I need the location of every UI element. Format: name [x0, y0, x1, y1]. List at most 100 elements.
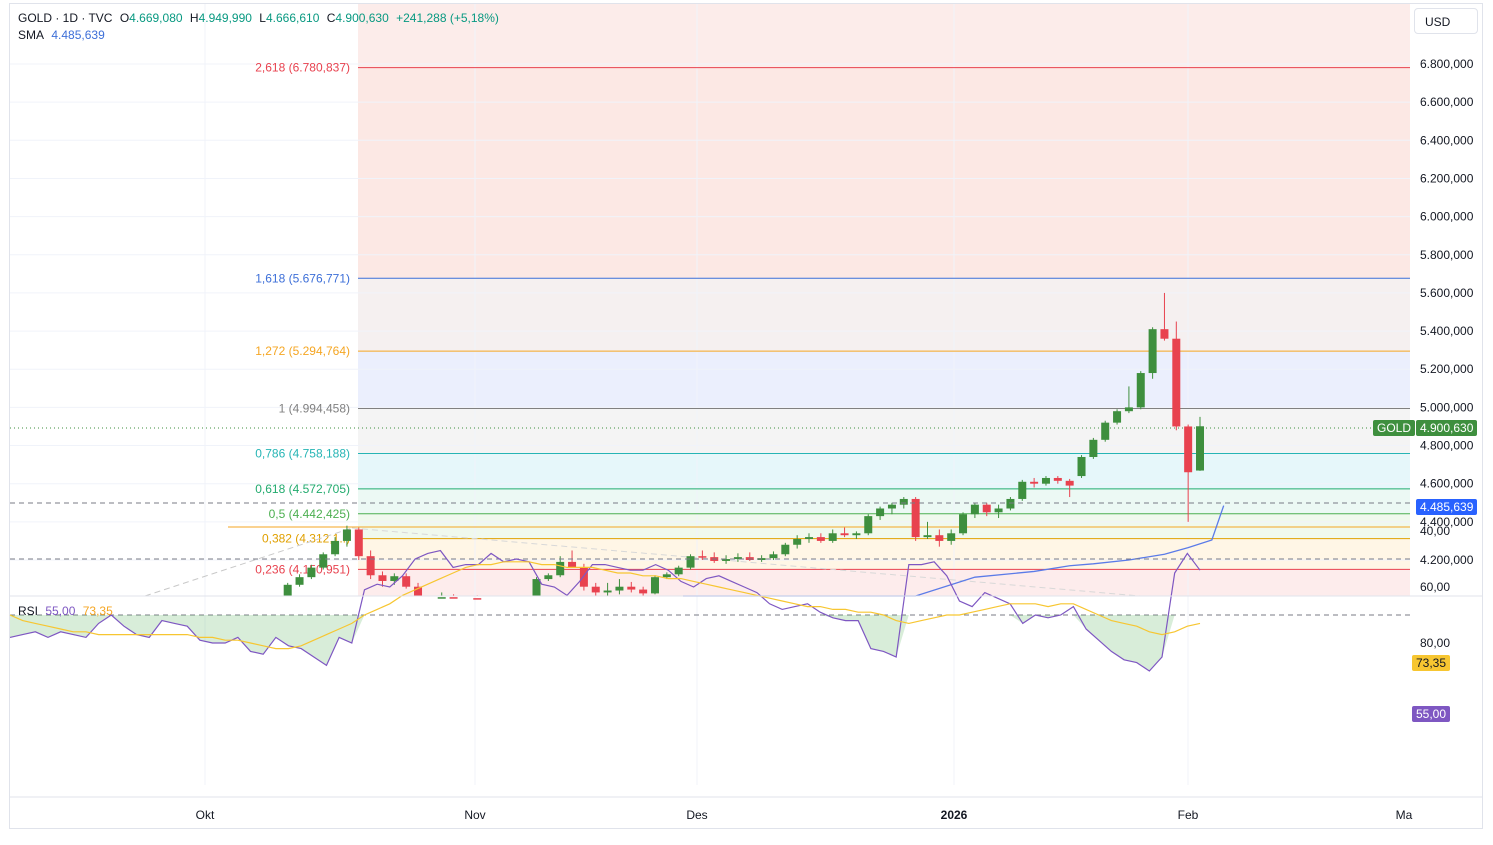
candle-body — [876, 508, 885, 517]
time-tick: Nov — [464, 808, 485, 822]
candle-body — [1053, 477, 1062, 481]
candle-body — [840, 533, 849, 536]
rsi-ma-line — [9, 561, 1201, 650]
candle-body — [366, 556, 375, 576]
candle-body — [591, 586, 600, 593]
candle-body — [627, 586, 636, 590]
candle-body — [473, 598, 482, 600]
fib-label: 1,618 (5.676,771) — [255, 271, 350, 285]
candle-body — [970, 504, 979, 515]
candle-body — [994, 508, 1003, 513]
trend-line-dashed — [144, 527, 353, 597]
fib-label: 1,272 (5.294,764) — [255, 344, 350, 358]
fib-zone — [358, 278, 1410, 352]
sma-legend[interactable]: SMA 4.485,639 — [18, 28, 109, 42]
rsi-line — [9, 549, 1201, 672]
high-label: H — [189, 11, 199, 25]
candle-body — [402, 576, 411, 587]
rsi-value-tag: 55,00 — [1412, 706, 1451, 722]
candle-body — [615, 586, 624, 591]
candle-body — [449, 597, 458, 599]
sma-line — [683, 505, 1225, 597]
fib-label: 0,618 (4.572,705) — [255, 482, 350, 496]
fib-zone — [358, 351, 1410, 409]
fib-zone — [358, 408, 1410, 454]
candle-body — [947, 533, 956, 541]
rsi-value: 55,00 — [45, 604, 76, 618]
candle-body — [603, 590, 612, 593]
close-value: 4.900,630 — [335, 11, 389, 25]
candle-body — [1113, 411, 1122, 423]
rsi-pane: 80,00 60,00 40,00 — [9, 502, 1483, 798]
fib-label: 0,236 (4.150,951) — [255, 562, 350, 576]
candle-body — [1077, 456, 1086, 477]
close-label: C — [326, 11, 336, 25]
price-tick: 5.400,000 — [1420, 324, 1474, 338]
candle-body — [781, 544, 790, 555]
ohlc-legend[interactable]: GOLD · 1D · TVC O4.669,080 H4.949,990 L4… — [18, 11, 503, 25]
change-value: +241,288 (+5,18%) — [396, 11, 499, 25]
candle-body — [828, 533, 837, 541]
low-label: L — [259, 11, 266, 25]
candle-body — [1018, 481, 1027, 499]
candle-body — [532, 579, 541, 596]
price-tick: 5.600,000 — [1420, 286, 1474, 300]
rsi-legend[interactable]: RSI 55,00 73,35 — [18, 604, 117, 618]
fib-zones — [358, 4, 1410, 596]
price-tick: 4.800,000 — [1420, 439, 1474, 453]
candle-body — [722, 559, 731, 561]
grid-lines — [10, 4, 1410, 785]
candle-body — [662, 574, 671, 578]
fib-zone — [358, 538, 1410, 570]
fib-label: 0,382 (4.312,1..) — [262, 532, 350, 546]
fib-zone-top — [358, 4, 1410, 68]
trend-line-dashed — [351, 527, 1141, 597]
candle-body — [935, 535, 944, 541]
candle-body — [1160, 329, 1169, 339]
symbol-price-tag-label: GOLD — [1373, 420, 1416, 436]
rsi-ma-tag: 73,35 — [1412, 655, 1451, 671]
candle-body — [437, 597, 446, 599]
candle-body — [982, 504, 991, 513]
candle-body — [319, 554, 328, 568]
symbol-label[interactable]: GOLD · 1D · TVC — [18, 11, 113, 25]
sma-value: 4.485,639 — [51, 28, 105, 42]
open-label: O — [119, 11, 130, 25]
candle-body — [923, 535, 932, 538]
candle-body — [911, 498, 920, 538]
candle-body — [1172, 338, 1181, 427]
candle-body — [674, 567, 683, 575]
price-tick: 6.400,000 — [1420, 133, 1474, 147]
fib-label: 1 (4.994,458) — [279, 401, 350, 415]
candle-body — [283, 584, 292, 596]
rsi-overbought-fill — [10, 615, 1200, 671]
sma-path — [683, 505, 1225, 597]
price-tick: 4.200,000 — [1420, 553, 1474, 567]
candle-body — [769, 554, 778, 559]
open-value: 4.669,080 — [129, 11, 183, 25]
candle-body — [793, 539, 802, 545]
candle-body — [414, 586, 423, 596]
candle-body — [852, 533, 861, 536]
candle-body — [816, 537, 825, 541]
candle-body — [805, 537, 814, 540]
candle-body — [1101, 422, 1110, 440]
candle-body — [354, 529, 363, 557]
candle-body — [556, 561, 565, 576]
candle-body — [1041, 477, 1050, 484]
candle-body — [1006, 498, 1015, 509]
currency-button[interactable]: USD — [1414, 8, 1478, 34]
fib-levels: 2,618 (6.780,837) 1,618 (5.676,771) 1,272 … — [10, 61, 1410, 597]
candle-body — [295, 577, 304, 585]
price-tick: 6.200,000 — [1420, 171, 1474, 185]
price-tick: 4.400,000 — [1420, 515, 1474, 529]
candle-body — [378, 575, 387, 581]
rsi-tick: 80,00 — [1420, 636, 1450, 650]
fib-zone — [358, 67, 1410, 279]
time-tick: Feb — [1178, 808, 1199, 822]
current-price-tag: 4.900,630 — [1416, 420, 1478, 436]
low-value: 4.666,610 — [265, 11, 320, 25]
time-tick: Ma — [1396, 808, 1413, 822]
candle-body — [1065, 480, 1074, 486]
